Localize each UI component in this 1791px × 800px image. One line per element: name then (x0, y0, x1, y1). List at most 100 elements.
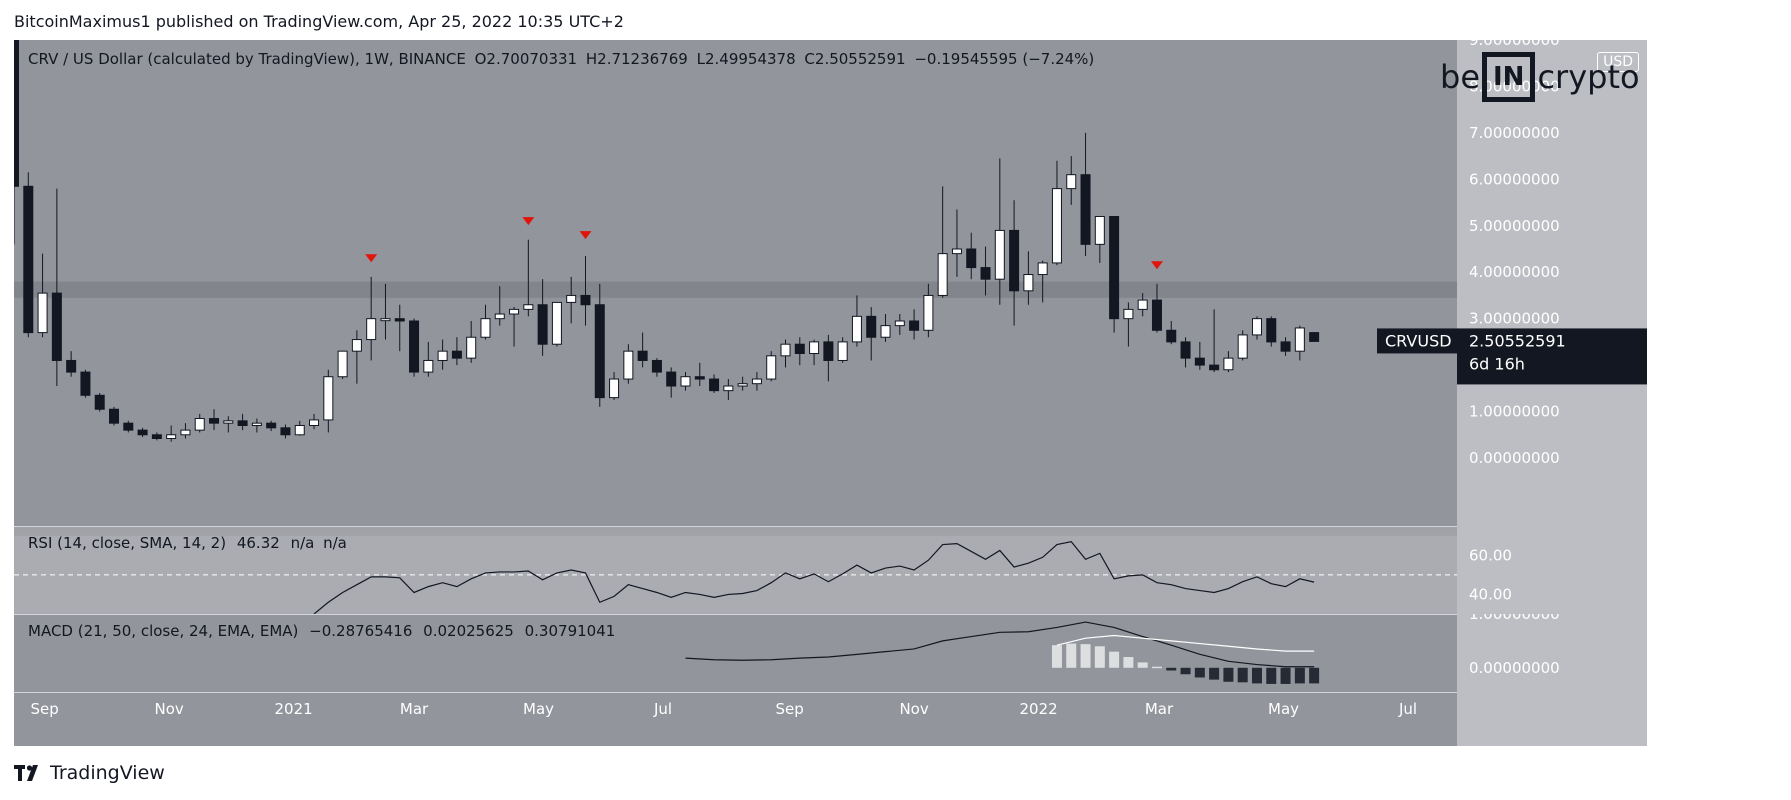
macd-histogram-bar (1309, 667, 1320, 684)
candle-body (1180, 341, 1191, 359)
macd-line (685, 621, 1315, 668)
macd-histogram-bar (1080, 644, 1091, 668)
candle-body (1066, 174, 1077, 190)
candle-body (23, 185, 34, 334)
candle-body (566, 294, 577, 303)
high-value: 2.71236769 (597, 50, 688, 68)
publisher-line: BitcoinMaximus1 published on TradingView… (14, 12, 624, 31)
candle-body (1137, 299, 1148, 310)
rsi-label: RSI (14, close, SMA, 14, 2) (28, 534, 227, 552)
candle-body (1094, 215, 1105, 245)
tradingview-footer[interactable]: TradingView (14, 762, 165, 784)
time-tick-label: Jul (653, 700, 672, 718)
macd-value-3: 0.30791041 (524, 622, 616, 640)
candle-body (894, 320, 905, 327)
candle-body (14, 40, 19, 187)
chart-frame: 0.000000001.000000002.000000003.00000000… (14, 40, 1647, 746)
candle-body (1194, 357, 1205, 366)
low-value: 2.49954378 (704, 50, 796, 68)
candle-body (837, 341, 848, 361)
rsi-tick-label: 40.00 (1469, 585, 1512, 603)
candle-body (766, 355, 777, 380)
macd-histogram-bar (1066, 643, 1077, 668)
logo-text-left: be (1440, 58, 1480, 96)
candle-body (937, 253, 948, 296)
candle-body (66, 359, 77, 373)
candle-body (1123, 308, 1134, 320)
macd-histogram-bar (1123, 657, 1134, 668)
candle-body (1051, 188, 1062, 264)
candle-body (1294, 327, 1305, 352)
macd-histogram-bar (1109, 651, 1120, 668)
candle-body (37, 292, 48, 334)
candle-body (1209, 364, 1220, 371)
candle-body (94, 394, 105, 410)
macd-value-2: 0.02025625 (423, 622, 514, 640)
candle-body (980, 267, 991, 280)
change-value: −0.19545595 (−7.24%) (914, 50, 1095, 68)
candle-body (580, 294, 591, 306)
candle-body (166, 434, 177, 439)
macd-chart[interactable]: 0.00000000 1.00000000 (14, 614, 1647, 692)
tradingview-logo-icon (14, 765, 38, 781)
rsi-axis-background (1457, 526, 1647, 614)
candle-body (794, 343, 805, 355)
candle-body (751, 378, 762, 385)
macd-histogram-bar (1137, 662, 1148, 668)
candle-body (180, 429, 191, 436)
tradingview-brand: TradingView (50, 762, 165, 784)
candle-body (137, 429, 148, 436)
candle-body (480, 318, 491, 338)
time-tick-label: Nov (899, 700, 928, 718)
currency-badge[interactable]: USD (1597, 52, 1639, 72)
candle-body (637, 350, 648, 361)
price-legend: CRV / US Dollar (calculated by TradingVi… (28, 50, 1094, 68)
price-pane[interactable]: 0.000000001.000000002.000000003.00000000… (14, 40, 1647, 526)
candle-body (951, 248, 962, 255)
time-axis[interactable]: Sep Nov 2021 Mar May Jul Sep Nov 2022 Mar May Jul (14, 692, 1647, 746)
candle-body (723, 385, 734, 392)
candle-body (880, 325, 891, 338)
time-tick-label: Sep (30, 700, 58, 718)
candle-body (866, 315, 877, 338)
candle-body (337, 350, 348, 378)
candle-body (409, 320, 420, 373)
symbol-label: CRV / US Dollar (calculated by TradingVi… (28, 50, 466, 68)
price-tick-label: 1.00000000 (1469, 403, 1560, 421)
candle-body (1037, 262, 1048, 276)
candle-body (1023, 274, 1034, 292)
candle-body (437, 350, 448, 361)
last-price-background (1457, 328, 1647, 385)
candle-body (366, 318, 377, 341)
candle-body (494, 313, 505, 320)
time-tick-label: 2021 (275, 700, 313, 718)
candle-body (451, 350, 462, 359)
price-chart[interactable]: 0.000000001.000000002.000000003.00000000… (14, 40, 1647, 526)
price-tick-label: 0.00000000 (1469, 449, 1560, 467)
resistance-rejection-marker (365, 254, 378, 263)
macd-histogram-bar (1051, 645, 1062, 668)
macd-histogram-bar (1237, 667, 1248, 683)
candle-body (309, 419, 320, 426)
candle-body (523, 304, 534, 310)
price-tick-label: 9.00000000 (1469, 40, 1560, 49)
price-tick-label: 6.00000000 (1469, 170, 1560, 188)
candle-body (1237, 334, 1248, 359)
rsi-chart[interactable]: 40.00 60.00 (14, 526, 1647, 614)
candle-body (709, 378, 720, 392)
macd-tick-label: 1.00000000 (1469, 614, 1560, 623)
candle-body (780, 343, 791, 357)
candle-body (1109, 215, 1120, 320)
candle-body (323, 376, 334, 421)
macd-histogram-bar (1094, 646, 1105, 668)
rsi-pane[interactable]: 40.00 60.00 RSI (14, close, SMA, 14, 2) 4… (14, 526, 1647, 614)
macd-pane[interactable]: 0.00000000 1.00000000 MACD (21, 50, close… (14, 614, 1647, 692)
time-axis-pane[interactable]: Sep Nov 2021 Mar May Jul Sep Nov 2022 Mar May Jul (14, 692, 1647, 746)
candle-body (209, 418, 220, 424)
candle-body (237, 420, 248, 426)
open-value: 2.70070331 (486, 50, 578, 68)
candle-body (823, 341, 834, 361)
resistance-rejection-marker (522, 217, 535, 226)
time-tick-label: Sep (775, 700, 803, 718)
candle-body (537, 304, 548, 345)
